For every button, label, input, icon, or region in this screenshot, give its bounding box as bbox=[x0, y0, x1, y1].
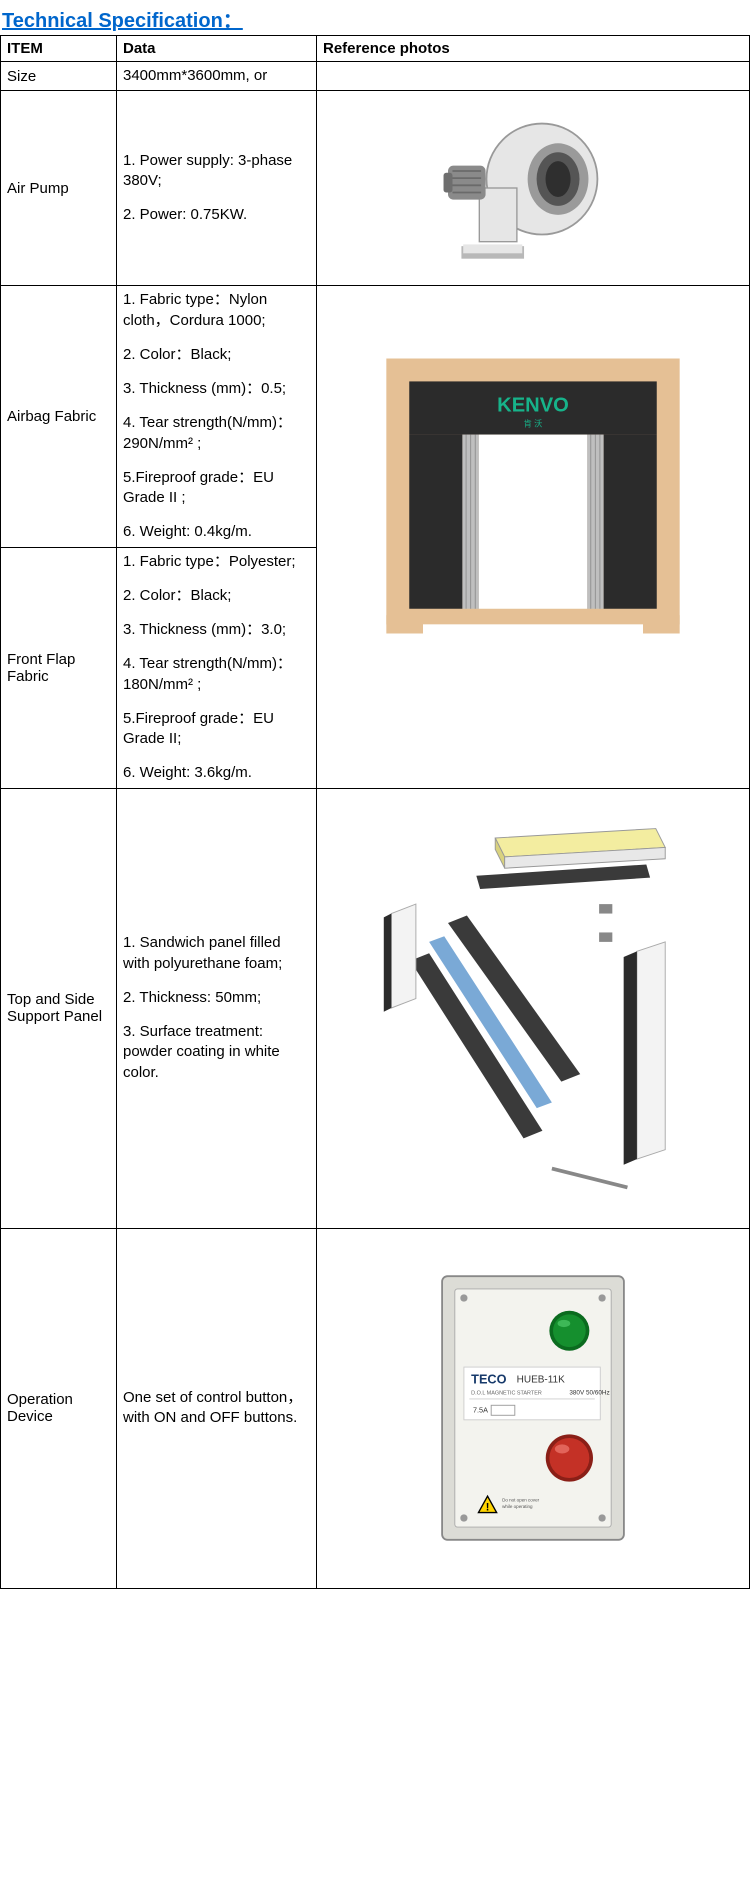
cell-data: 1. Fabric type：Polyester; 2. Color：Black… bbox=[117, 547, 317, 788]
svg-text:KENVO: KENVO bbox=[497, 395, 569, 417]
spec-line: 5.Fireproof grade：EU Grade II; bbox=[123, 709, 310, 750]
spec-line: 6. Weight: 0.4kg/m. bbox=[123, 522, 310, 542]
svg-text:肯 沃: 肯 沃 bbox=[524, 419, 543, 429]
cell-item: Front Flap Fabric bbox=[1, 547, 117, 788]
cell-item: Top and Side Support Panel bbox=[1, 788, 117, 1228]
spec-line: 3. Thickness (mm)：0.5; bbox=[123, 379, 310, 399]
spec-line: 4. Tear strength(N/mm)：180N/mm² ; bbox=[123, 654, 310, 695]
spec-line: 3. Surface treatment: powder coating in … bbox=[123, 1022, 310, 1083]
control-box-illustration: TECO HUEB-11K D.O.L MAGNETIC STARTER 380… bbox=[329, 1263, 737, 1553]
svg-text:7.5A: 7.5A bbox=[473, 1406, 488, 1415]
cell-photo: TECO HUEB-11K D.O.L MAGNETIC STARTER 380… bbox=[317, 1228, 750, 1588]
svg-text:Do not open cover: Do not open cover bbox=[502, 1498, 540, 1503]
svg-text:380V 50/60Hz: 380V 50/60Hz bbox=[569, 1389, 609, 1396]
spec-line: 6. Weight: 3.6kg/m. bbox=[123, 763, 310, 783]
svg-text:HUEB-11K: HUEB-11K bbox=[517, 1375, 565, 1386]
col-item: ITEM bbox=[1, 36, 117, 62]
cell-data: One set of control button，with ON and OF… bbox=[117, 1228, 317, 1588]
spec-line: 5.Fireproof grade：EU Grade II ; bbox=[123, 468, 310, 509]
cell-photo: KENVO 肯 沃 bbox=[317, 286, 750, 788]
col-data: Data bbox=[117, 36, 317, 62]
air-pump-illustration bbox=[329, 103, 737, 273]
panel-exploded-illustration bbox=[329, 808, 737, 1208]
row-panel: Top and Side Support Panel 1. Sandwich p… bbox=[1, 788, 750, 1228]
spec-line: 4. Tear strength(N/mm)：290N/mm² ; bbox=[123, 413, 310, 454]
spec-table: ITEM Data Reference photos Size 3400mm*3… bbox=[0, 35, 750, 1589]
cell-data: 1. Fabric type：Nylon cloth，Cordura 1000;… bbox=[117, 286, 317, 547]
cell-photo bbox=[317, 91, 750, 286]
cell-item: Size bbox=[1, 62, 117, 91]
svg-text:TECO: TECO bbox=[471, 1371, 506, 1386]
cell-data: 1. Power supply: 3-phase 380V; 2. Power:… bbox=[117, 91, 317, 286]
spec-line: 1. Sandwich panel filled with polyuretha… bbox=[123, 933, 310, 974]
row-air-pump: Air Pump 1. Power supply: 3-phase 380V; … bbox=[1, 91, 750, 286]
spec-line: 2. Color：Black; bbox=[123, 345, 310, 365]
spec-line: 1. Fabric type：Nylon cloth，Cordura 1000; bbox=[123, 290, 310, 331]
spec-line: 2. Thickness: 50mm; bbox=[123, 988, 310, 1008]
spec-line: 1. Power supply: 3-phase 380V; bbox=[123, 151, 310, 192]
cell-photo bbox=[317, 788, 750, 1228]
svg-text:!: ! bbox=[486, 1502, 490, 1514]
row-size: Size 3400mm*3600mm, or bbox=[1, 62, 750, 91]
table-header-row: ITEM Data Reference photos bbox=[1, 36, 750, 62]
spec-line: 3. Thickness (mm)：3.0; bbox=[123, 620, 310, 640]
svg-text:while operating: while operating bbox=[502, 1504, 533, 1509]
spec-line: 2. Power: 0.75KW. bbox=[123, 205, 310, 225]
cell-photo bbox=[317, 62, 750, 91]
svg-text:D.O.L MAGNETIC STARTER: D.O.L MAGNETIC STARTER bbox=[471, 1390, 542, 1396]
cell-item: Operation Device bbox=[1, 1228, 117, 1588]
cell-item: Airbag Fabric bbox=[1, 286, 117, 547]
page-title: Technical Specification： bbox=[0, 0, 750, 35]
row-airbag: Airbag Fabric 1. Fabric type：Nylon cloth… bbox=[1, 286, 750, 547]
spec-line: 1. Fabric type：Polyester; bbox=[123, 552, 310, 572]
col-ref: Reference photos bbox=[317, 36, 750, 62]
cell-data: 1. Sandwich panel filled with polyuretha… bbox=[117, 788, 317, 1228]
cell-item: Air Pump bbox=[1, 91, 117, 286]
row-operation: Operation Device One set of control butt… bbox=[1, 1228, 750, 1588]
spec-line: 2. Color：Black; bbox=[123, 586, 310, 606]
cell-data: 3400mm*3600mm, or bbox=[117, 62, 317, 91]
dock-shelter-illustration: KENVO 肯 沃 bbox=[329, 346, 737, 646]
